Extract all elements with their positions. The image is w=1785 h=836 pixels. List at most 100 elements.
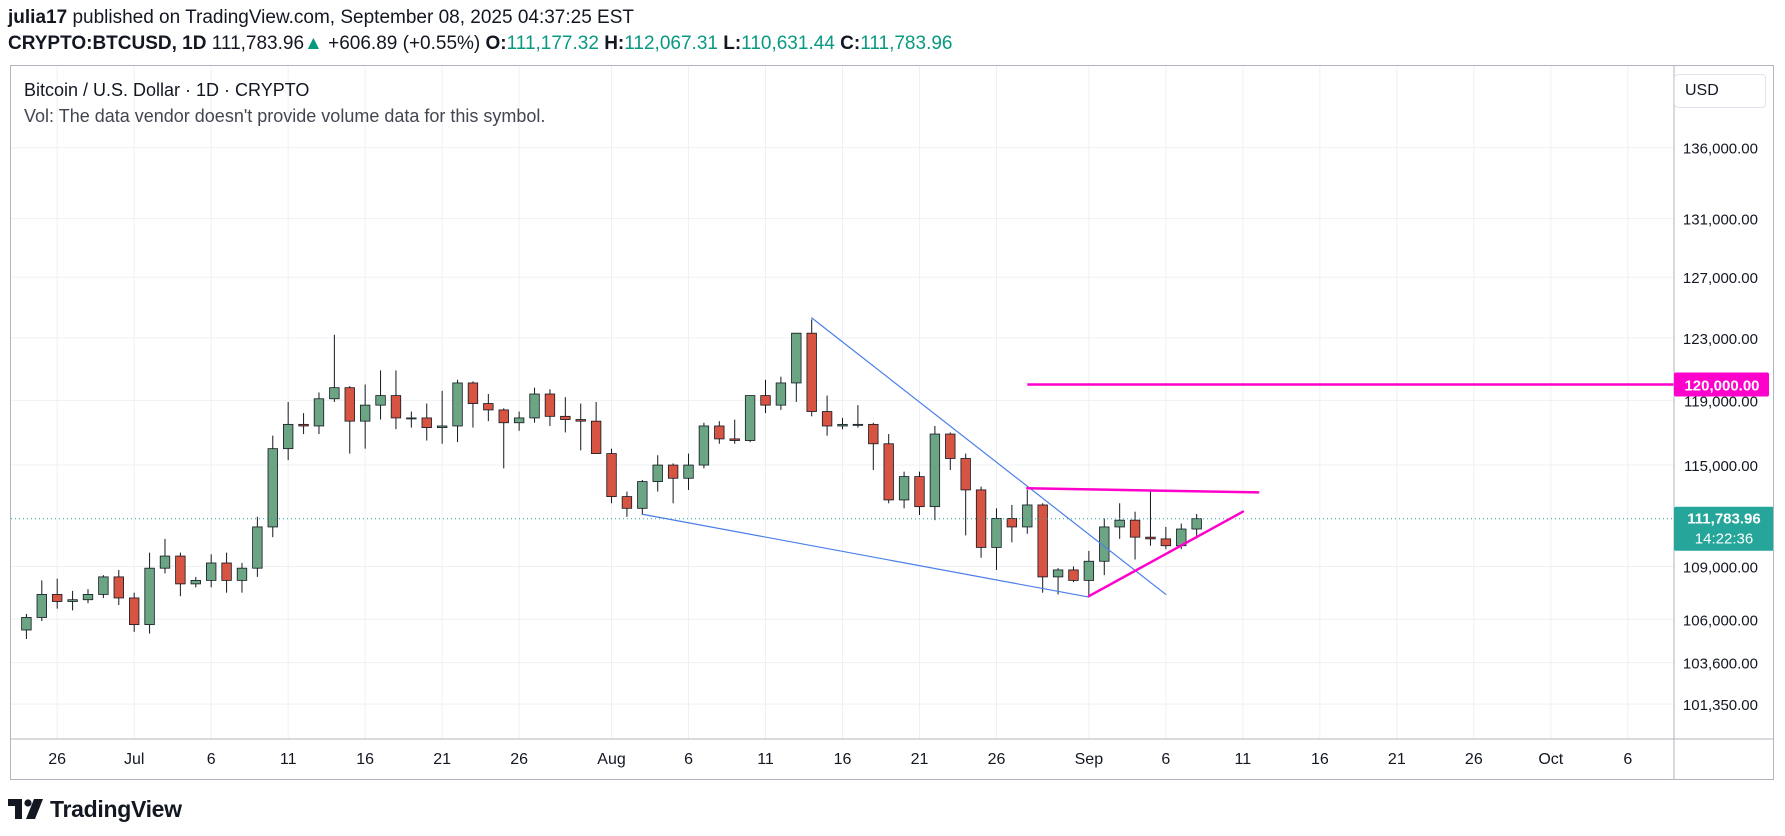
candle-body[interactable] — [529, 393, 540, 419]
candle-body[interactable] — [698, 425, 710, 466]
volume-note: Vol: The data vendor doesn't provide vol… — [24, 106, 546, 126]
candle-body[interactable] — [483, 403, 494, 411]
candle-body[interactable] — [637, 481, 648, 509]
candle-body[interactable] — [67, 599, 78, 602]
candle-body[interactable] — [298, 423, 309, 427]
candle-body[interactable] — [144, 567, 155, 626]
time-axis[interactable]: 26 Jul 6 11 16 21 26 Aug 6 11 16 21 26 Sep 6 11 16 21 26 Oc… — [11, 738, 1774, 768]
price-tick-label: 106,000.00 — [1683, 612, 1758, 629]
candle-body[interactable] — [883, 443, 894, 501]
time-tick-label: 16 — [834, 751, 852, 768]
candle-body[interactable] — [1114, 519, 1125, 528]
candle-body[interactable] — [359, 404, 371, 422]
candle-body[interactable] — [945, 433, 956, 459]
symbol-legend-title[interactable]: Bitcoin / U.S. Dollar · 1D · CRYPTO — [24, 80, 310, 100]
candle-body[interactable] — [313, 398, 325, 427]
time-tick-label: Jul — [124, 751, 144, 768]
candle-body[interactable] — [991, 518, 1002, 548]
candle-body[interactable] — [82, 594, 94, 601]
candle-body[interactable] — [606, 453, 617, 497]
candle-body[interactable] — [729, 438, 740, 441]
candle-body[interactable] — [129, 597, 140, 626]
candle-body[interactable] — [1052, 569, 1064, 578]
candle-body[interactable] — [1099, 526, 1110, 562]
candle-body[interactable] — [175, 555, 186, 585]
candle-body[interactable] — [544, 393, 556, 417]
time-tick-label: 11 — [1235, 751, 1252, 768]
author-name[interactable]: julia17 — [8, 7, 68, 28]
candle-body[interactable] — [159, 555, 171, 569]
candle-body[interactable] — [775, 382, 787, 406]
magenta-lower-trendline[interactable] — [1087, 510, 1245, 598]
candle-body[interactable] — [436, 425, 448, 428]
candle-body[interactable] — [760, 395, 771, 406]
price-axis[interactable]: 101,350.00 103,600.00 106,000.00 109,000.00… — [1673, 66, 1774, 779]
blue-wedge-upper-trendline[interactable] — [811, 317, 1167, 596]
candle-body[interactable] — [1022, 504, 1033, 528]
candle-body[interactable] — [498, 409, 509, 424]
candle-body[interactable] — [513, 417, 525, 424]
price-tick-label: 119,000.00 — [1684, 393, 1758, 410]
candle-body[interactable] — [21, 617, 32, 631]
candle-body[interactable] — [221, 562, 232, 581]
candle-body[interactable] — [329, 387, 340, 400]
candle-body[interactable] — [852, 423, 864, 426]
candle-body[interactable] — [236, 567, 248, 581]
candle-body[interactable] — [806, 332, 817, 412]
candle-body[interactable] — [467, 382, 479, 404]
candle-body[interactable] — [344, 387, 355, 422]
candle-body[interactable] — [575, 419, 586, 422]
candle-body[interactable] — [1083, 560, 1095, 581]
drawings-layer[interactable] — [11, 317, 1674, 598]
blue-wedge-lower-trendline[interactable] — [641, 513, 1090, 598]
candle-body[interactable] — [282, 423, 294, 450]
candle-body[interactable] — [560, 415, 571, 420]
candle-body[interactable] — [452, 382, 463, 427]
candle-body[interactable] — [406, 417, 417, 420]
candle-body[interactable] — [1037, 504, 1048, 578]
last-price: 111,783.96 — [211, 33, 305, 54]
candle-body[interactable] — [206, 562, 217, 581]
candle-body[interactable] — [821, 411, 833, 427]
candle-body[interactable] — [52, 594, 63, 602]
candle-body[interactable] — [837, 423, 848, 427]
open-value: 111,177.32 — [506, 33, 599, 54]
candle-body[interactable] — [898, 476, 910, 501]
candle-body[interactable] — [621, 496, 633, 509]
candle-body[interactable] — [252, 526, 263, 569]
candle-body[interactable] — [375, 395, 386, 406]
candle-body[interactable] — [1145, 536, 1156, 540]
candle-body[interactable] — [744, 395, 756, 441]
candle-body[interactable] — [98, 576, 109, 595]
candle-body[interactable] — [1160, 538, 1172, 547]
candle-body[interactable] — [929, 433, 941, 508]
candle-body[interactable] — [36, 594, 47, 618]
high-value: 112,067.31 — [624, 33, 718, 54]
candle-body[interactable] — [113, 576, 124, 599]
candle-body[interactable] — [975, 489, 987, 548]
candle-body[interactable] — [1191, 518, 1202, 530]
candle-body[interactable] — [914, 476, 925, 508]
candle-body[interactable] — [421, 417, 432, 428]
time-tick-label: 16 — [1311, 751, 1329, 768]
tradingview-footer[interactable]: TradingView — [8, 795, 182, 823]
candle-body[interactable] — [390, 395, 402, 419]
price-line-label-bg — [1674, 372, 1769, 397]
candle-body[interactable] — [652, 464, 663, 482]
candle-body[interactable] — [190, 579, 201, 585]
candle-body[interactable] — [960, 458, 971, 491]
candle-body[interactable] — [868, 423, 879, 445]
candle-body[interactable] — [1068, 569, 1079, 581]
candles-layer — [21, 319, 1202, 639]
candle-body[interactable] — [714, 425, 725, 440]
candle-body[interactable] — [267, 448, 278, 528]
candle-body[interactable] — [1129, 519, 1141, 538]
candle-body[interactable] — [791, 332, 802, 384]
time-tick-label: Sep — [1075, 751, 1104, 768]
candle-body[interactable] — [667, 464, 679, 479]
magenta-upper-trendline[interactable] — [1026, 486, 1260, 494]
currency-button[interactable]: USD — [1674, 74, 1766, 108]
candle-body[interactable] — [683, 464, 694, 479]
candle-body[interactable] — [590, 420, 602, 454]
